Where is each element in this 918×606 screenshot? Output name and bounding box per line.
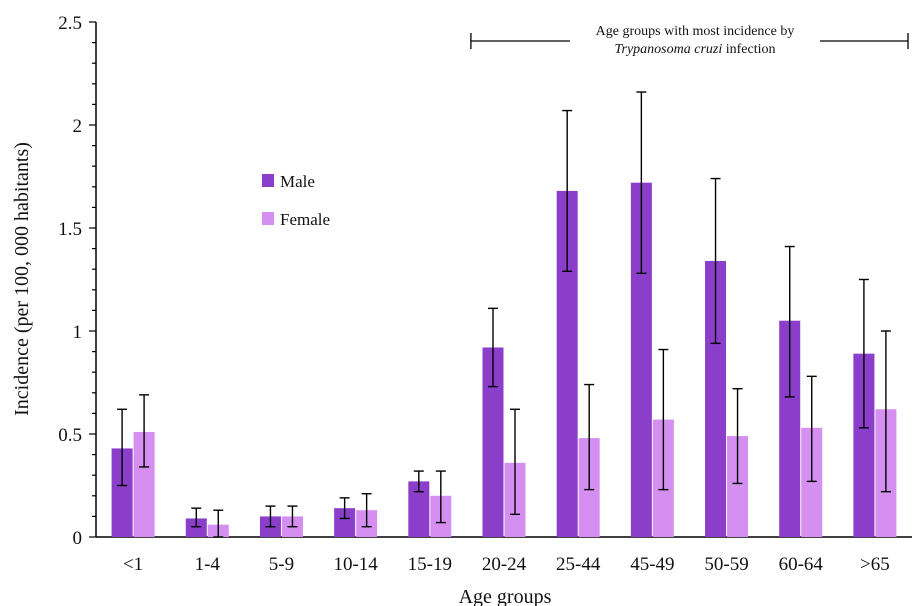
y-tick-label: 0 xyxy=(73,528,83,549)
error-bar-female-5 xyxy=(510,408,520,516)
age-range-annotation: Age groups with most incidence by Trypan… xyxy=(470,24,909,57)
y-tick-label: 2 xyxy=(73,116,83,137)
error-bar-male-6 xyxy=(562,109,573,272)
x-tick-label: 15-19 xyxy=(408,554,452,575)
error-bar-female-1 xyxy=(213,509,224,538)
error-bar-female-2 xyxy=(287,505,298,528)
error-bar-male-0 xyxy=(117,408,128,487)
x-tick-label: 50-59 xyxy=(704,554,748,575)
error-bar-female-8 xyxy=(732,387,743,485)
error-bar-female-10 xyxy=(880,330,891,493)
y-axis-ticks: 0 0.5 1 1.5 2 2.5 xyxy=(58,13,96,549)
y-tick-label: 1 xyxy=(73,322,83,343)
legend-label-female: Female xyxy=(280,210,330,229)
error-bar-female-0 xyxy=(139,394,150,468)
x-axis-title: Age groups xyxy=(459,586,552,606)
error-bar-male-5 xyxy=(488,307,498,388)
bar-male-4 xyxy=(408,481,430,537)
error-bar-male-8 xyxy=(710,177,721,345)
error-bar-male-2 xyxy=(265,505,276,528)
y-tick-label: 1.5 xyxy=(58,219,82,240)
error-bar-female-4 xyxy=(435,470,446,524)
bar-female-8 xyxy=(727,436,749,537)
error-bar-male-1 xyxy=(191,507,202,528)
error-bar-male-7 xyxy=(636,91,647,275)
bar-male-1 xyxy=(185,518,207,537)
error-bar-male-4 xyxy=(413,470,424,493)
error-bar-female-9 xyxy=(806,375,817,483)
x-tick-label: 1-4 xyxy=(195,554,221,575)
bar-male-8 xyxy=(705,260,727,537)
y-tick-label: 2.5 xyxy=(58,13,82,34)
x-tick-label: >65 xyxy=(860,554,890,575)
legend: Male Female xyxy=(262,172,330,229)
x-tick-label: 5-9 xyxy=(269,554,294,575)
x-tick-label: 20-24 xyxy=(482,554,527,575)
bar-male-6 xyxy=(556,190,578,538)
x-tick-label: 10-14 xyxy=(333,554,378,575)
annotation-text-line1: Age groups with most incidence by xyxy=(596,24,795,39)
bar-male-3 xyxy=(334,508,356,537)
error-bar-female-3 xyxy=(361,493,372,528)
bar-male-9 xyxy=(779,320,801,537)
chart-axes xyxy=(95,22,912,538)
error-bar-female-7 xyxy=(658,348,669,491)
error-bar-female-6 xyxy=(584,383,595,491)
legend-swatch-female xyxy=(262,212,274,225)
bar-male-0 xyxy=(111,448,133,537)
y-axis-title: Incidence (per 100, 000 habitants) xyxy=(11,142,33,416)
error-bar-male-10 xyxy=(858,278,869,429)
x-tick-label: <1 xyxy=(123,554,143,575)
annotation-text-tail: infection xyxy=(722,42,775,57)
x-tick-label: 60-64 xyxy=(779,554,824,575)
y-tick-label: 0.5 xyxy=(58,425,82,446)
bar-series xyxy=(111,91,897,538)
bar-female-9 xyxy=(801,427,823,537)
bar-male-5 xyxy=(482,347,504,537)
error-bar-male-9 xyxy=(784,245,795,398)
x-tick-label: 45-49 xyxy=(630,554,674,575)
annotation-text-line2: Trypanosoma cruzi infection xyxy=(615,42,776,57)
annotation-species-name: Trypanosoma cruzi xyxy=(615,42,723,57)
bar-female-0 xyxy=(133,431,155,537)
legend-label-male: Male xyxy=(280,172,315,191)
legend-swatch-male xyxy=(262,174,274,187)
x-tick-label: 25-44 xyxy=(556,554,601,575)
error-bar-male-3 xyxy=(339,497,350,520)
bar-male-7 xyxy=(630,182,652,537)
bar-male-10 xyxy=(853,353,875,537)
x-axis-ticks: <1 1-4 5-9 10-14 15-19 20-24 25-44 45-49 50-59 60… xyxy=(123,554,890,575)
